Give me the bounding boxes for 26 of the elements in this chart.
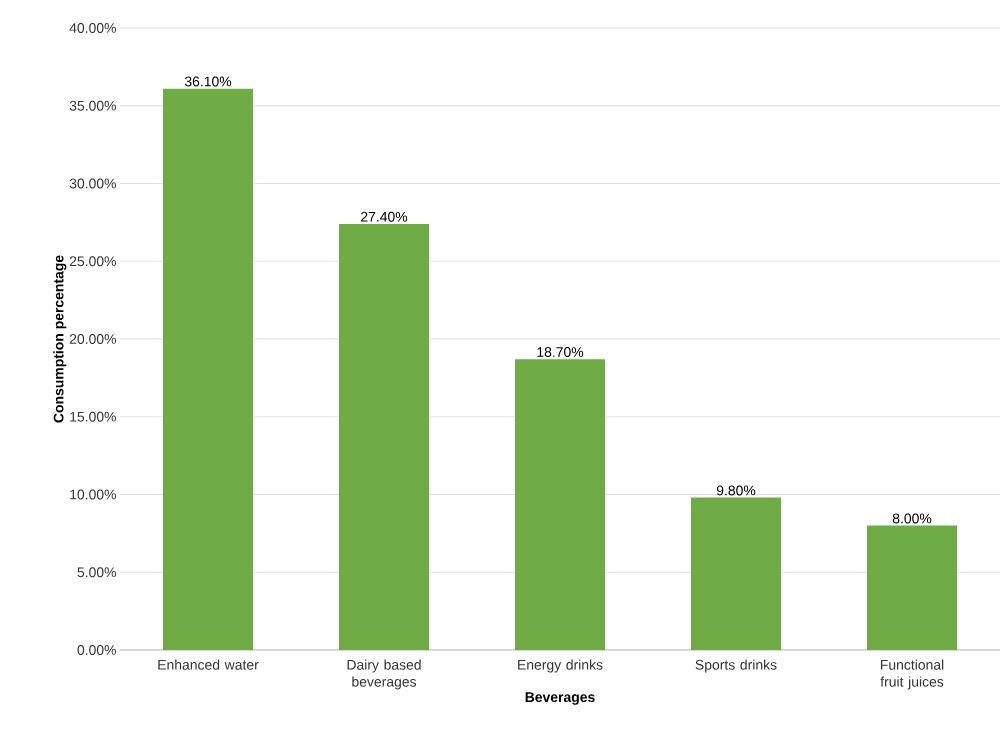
x-tick-label: Sports drinks xyxy=(695,659,777,673)
x-tick-label: Functional fruit juices xyxy=(880,659,944,690)
data-label: 18.70% xyxy=(537,347,584,358)
bar xyxy=(163,88,254,650)
data-label: 9.80% xyxy=(716,485,756,496)
y-tick-label: 0.00% xyxy=(77,645,116,655)
y-tick-label: 15.00% xyxy=(70,411,116,422)
x-tick-label: Enhanced water xyxy=(158,659,259,670)
bar xyxy=(867,525,958,650)
bar xyxy=(691,497,782,650)
y-tick-label: 20.00% xyxy=(69,334,116,344)
data-label: 8.00% xyxy=(892,513,932,524)
y-tick-label: 35.00% xyxy=(69,100,116,111)
data-label: 27.40% xyxy=(361,211,408,222)
bar xyxy=(515,359,606,650)
y-tick-label: 40.00% xyxy=(69,23,116,33)
y-tick-label: 10.00% xyxy=(70,489,116,500)
x-axis-title: Beverages xyxy=(525,692,595,705)
x-tick-label: Dairy based beverages xyxy=(347,659,421,690)
y-tick-label: 25.00% xyxy=(69,256,116,267)
data-label: 36.10% xyxy=(184,76,232,87)
y-axis-title: Consumption percentage xyxy=(53,255,67,423)
bar xyxy=(339,223,430,650)
x-tick-label: Energy drinks xyxy=(518,659,603,673)
y-tick-label: 5.00% xyxy=(77,567,116,578)
y-tick-label: 30.00% xyxy=(69,178,116,189)
